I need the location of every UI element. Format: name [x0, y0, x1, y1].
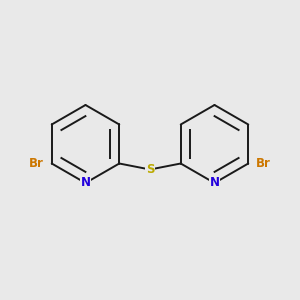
Text: S: S	[146, 163, 154, 176]
Text: Br: Br	[29, 157, 44, 170]
Text: N: N	[209, 176, 220, 190]
Text: N: N	[80, 176, 91, 190]
Text: Br: Br	[256, 157, 271, 170]
